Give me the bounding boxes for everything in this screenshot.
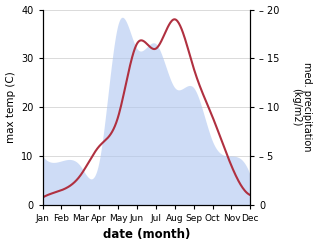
Y-axis label: max temp (C): max temp (C)	[5, 71, 16, 143]
Y-axis label: med. precipitation
(kg/m2): med. precipitation (kg/m2)	[291, 62, 313, 152]
X-axis label: date (month): date (month)	[103, 228, 190, 242]
